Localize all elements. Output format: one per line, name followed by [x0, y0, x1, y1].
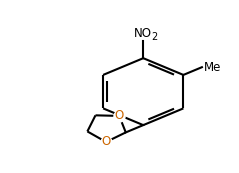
Text: NO: NO — [134, 27, 152, 40]
Text: 2: 2 — [151, 32, 158, 42]
Text: O: O — [115, 109, 124, 122]
Text: Me: Me — [204, 61, 221, 74]
Text: O: O — [102, 135, 111, 148]
